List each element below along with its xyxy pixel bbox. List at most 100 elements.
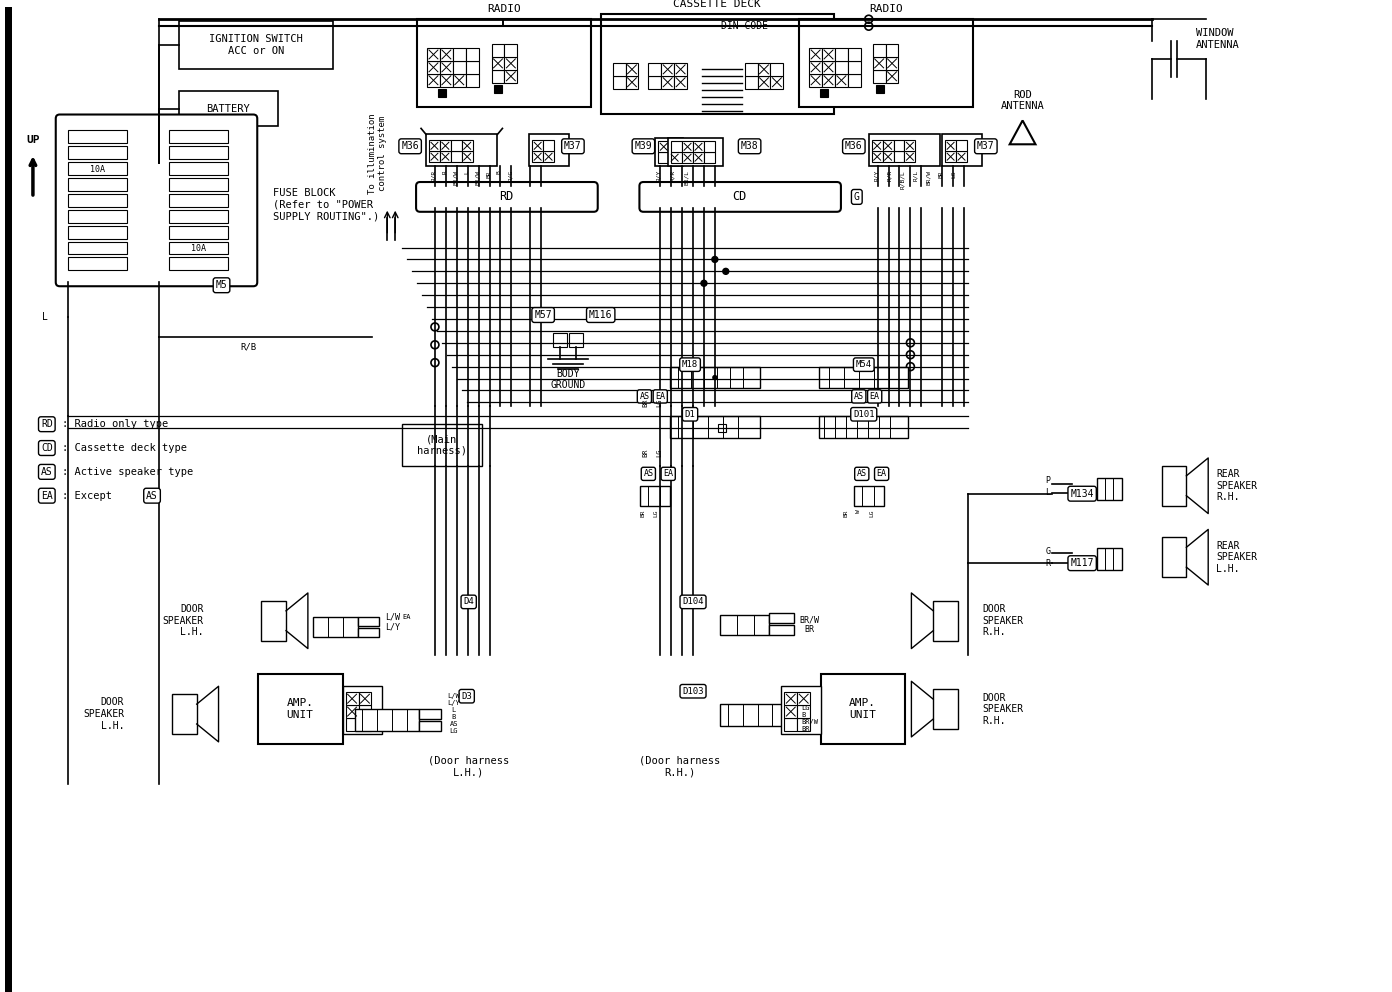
Bar bbox=[440, 73, 452, 86]
Text: L/W
L/Y
L
B
AS
LG: L/W L/Y L B AS LG bbox=[447, 692, 461, 733]
Text: EA: EA bbox=[663, 469, 674, 478]
Bar bbox=[359, 705, 372, 718]
Circle shape bbox=[702, 281, 707, 287]
Text: DOOR
SPEAKER
R.H.: DOOR SPEAKER R.H. bbox=[983, 604, 1025, 637]
Bar bbox=[784, 692, 798, 705]
Bar bbox=[504, 44, 518, 57]
Bar bbox=[835, 48, 848, 61]
Bar bbox=[798, 692, 810, 705]
Bar bbox=[757, 62, 770, 75]
Bar bbox=[670, 417, 760, 438]
Bar bbox=[770, 75, 784, 88]
Text: M37: M37 bbox=[977, 141, 995, 151]
Text: L: L bbox=[464, 170, 469, 174]
Bar bbox=[452, 73, 466, 86]
Text: EA: EA bbox=[402, 614, 411, 620]
Bar bbox=[494, 84, 503, 92]
Text: RD: RD bbox=[500, 190, 514, 203]
Text: D104: D104 bbox=[682, 597, 704, 606]
Bar bbox=[168, 209, 228, 223]
Text: LG: LG bbox=[656, 399, 663, 407]
Bar bbox=[532, 140, 543, 151]
Bar bbox=[809, 73, 823, 86]
Bar bbox=[820, 88, 828, 96]
Bar bbox=[945, 151, 956, 162]
Text: FUSE BLOCK
(Refer to "POWER
SUPPLY ROUTING".): FUSE BLOCK (Refer to "POWER SUPPLY ROUTI… bbox=[273, 188, 380, 221]
FancyBboxPatch shape bbox=[56, 114, 258, 287]
Bar bbox=[770, 613, 795, 623]
Text: M36: M36 bbox=[401, 141, 419, 151]
Bar bbox=[68, 130, 127, 143]
Bar bbox=[491, 69, 504, 82]
Bar bbox=[674, 75, 688, 88]
Bar bbox=[440, 151, 451, 162]
Bar bbox=[532, 151, 543, 162]
Text: R/Y: R/Y bbox=[656, 170, 661, 182]
Bar bbox=[781, 686, 821, 734]
Bar bbox=[809, 48, 823, 61]
Bar bbox=[894, 151, 905, 162]
Text: R: R bbox=[1045, 558, 1051, 567]
Bar bbox=[569, 333, 583, 347]
Bar bbox=[823, 61, 835, 73]
Bar bbox=[798, 705, 810, 718]
Bar bbox=[745, 75, 757, 88]
Bar bbox=[905, 140, 916, 151]
Text: BR/W: BR/W bbox=[926, 170, 931, 186]
Text: R: R bbox=[443, 170, 447, 174]
Bar bbox=[612, 62, 625, 75]
Bar bbox=[440, 61, 452, 73]
Text: BR: BR bbox=[844, 510, 848, 517]
Bar bbox=[784, 705, 798, 718]
Bar bbox=[452, 48, 466, 61]
Text: : Active speaker type: : Active speaker type bbox=[61, 467, 193, 477]
Text: LG: LG bbox=[656, 448, 663, 456]
Bar bbox=[933, 601, 958, 641]
Text: BR/W: BR/W bbox=[454, 170, 458, 186]
Text: DIN CODE: DIN CODE bbox=[721, 21, 768, 31]
Bar bbox=[440, 48, 452, 61]
Bar bbox=[704, 141, 715, 152]
Bar bbox=[823, 48, 835, 61]
Text: BR: BR bbox=[486, 170, 491, 178]
Bar bbox=[658, 152, 670, 163]
Bar bbox=[894, 140, 905, 151]
Bar bbox=[402, 425, 482, 466]
Bar bbox=[682, 152, 693, 163]
Bar bbox=[693, 141, 704, 152]
Bar bbox=[168, 178, 228, 190]
Bar bbox=[466, 73, 479, 86]
Text: LG: LG bbox=[654, 510, 658, 517]
Bar bbox=[6, 7, 13, 992]
Bar bbox=[956, 151, 967, 162]
Bar bbox=[873, 44, 885, 57]
Bar bbox=[649, 62, 661, 75]
Text: M117: M117 bbox=[1070, 558, 1094, 568]
Bar bbox=[68, 193, 127, 206]
Bar bbox=[674, 62, 688, 75]
Text: LG: LG bbox=[869, 510, 874, 517]
Bar bbox=[853, 486, 884, 506]
Bar bbox=[823, 73, 835, 86]
Bar bbox=[1161, 466, 1186, 506]
Bar bbox=[426, 134, 497, 166]
Text: (Door harness
L.H.): (Door harness L.H.) bbox=[429, 756, 509, 778]
Bar bbox=[504, 57, 518, 69]
Bar bbox=[313, 617, 358, 637]
Text: M39: M39 bbox=[635, 141, 653, 151]
Bar bbox=[491, 44, 504, 57]
Bar bbox=[168, 193, 228, 206]
Bar bbox=[671, 152, 682, 163]
Bar bbox=[848, 61, 860, 73]
Text: AS: AS bbox=[146, 491, 157, 501]
Text: R/L: R/L bbox=[913, 170, 917, 182]
Text: : Radio only type: : Radio only type bbox=[61, 420, 168, 430]
Bar bbox=[466, 48, 479, 61]
Text: DOOR
SPEAKER
L.H.: DOOR SPEAKER L.H. bbox=[84, 697, 124, 731]
Bar bbox=[784, 718, 798, 731]
Bar bbox=[168, 258, 228, 271]
Text: : Cassette deck type: : Cassette deck type bbox=[61, 443, 187, 453]
Bar bbox=[848, 73, 860, 86]
Text: RADIO: RADIO bbox=[487, 4, 521, 14]
Bar bbox=[799, 19, 973, 106]
